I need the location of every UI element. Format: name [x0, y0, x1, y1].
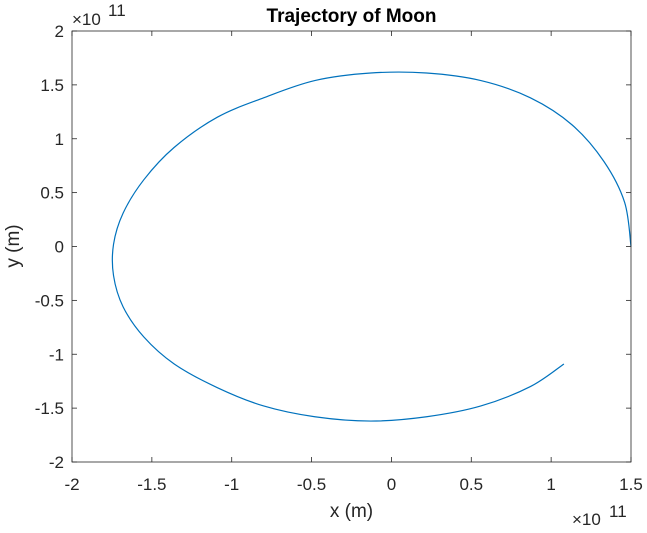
y-tick-label: 0.5 — [40, 184, 64, 203]
x-tick-label: 1 — [546, 475, 555, 494]
moon-trajectory-line — [111, 71, 632, 422]
y-tick-label: 1 — [55, 130, 64, 149]
x-tick-label: -0.5 — [297, 475, 326, 494]
y-exponent-label: ×10 11 — [72, 1, 126, 29]
x-tick-label: 1.5 — [619, 475, 643, 494]
x-tick-label: -1.5 — [137, 475, 166, 494]
plot-frame — [71, 30, 632, 463]
y-exponent-power: 11 — [108, 1, 126, 20]
y-tick-label: -1.5 — [35, 399, 64, 418]
y-tick-label: -2 — [49, 453, 64, 472]
y-tick-label: 0 — [55, 238, 64, 257]
y-exponent-base: ×10 — [72, 10, 101, 29]
x-exponent-power: 11 — [609, 502, 627, 521]
chart-title: Trajectory of Moon — [267, 6, 437, 27]
x-tick-label: -2 — [64, 475, 79, 494]
plot-background — [72, 31, 631, 462]
y-tick-label: -0.5 — [35, 291, 64, 310]
series-layer — [111, 71, 632, 422]
x-tick-label: 0.5 — [459, 475, 483, 494]
x-exponent-label: ×10 11 — [572, 502, 627, 529]
x-axis-label: x (m) — [330, 501, 373, 522]
y-tick-label: 1.5 — [40, 76, 64, 95]
ticks-layer: -2 -1.5 -1 -0.5 0 0.5 1 1.5 -2 -1.5 -1 -0.5 0 0.5 1 1.5… — [35, 22, 643, 494]
x-tick-label: 0 — [387, 475, 396, 494]
y-tick-label: -1 — [49, 345, 64, 364]
x-exponent-base: ×10 — [572, 510, 601, 528]
y-tick-label: 2 — [55, 22, 64, 41]
x-tick-label: -1 — [224, 475, 239, 494]
y-axis-label: y (m) — [3, 224, 24, 267]
